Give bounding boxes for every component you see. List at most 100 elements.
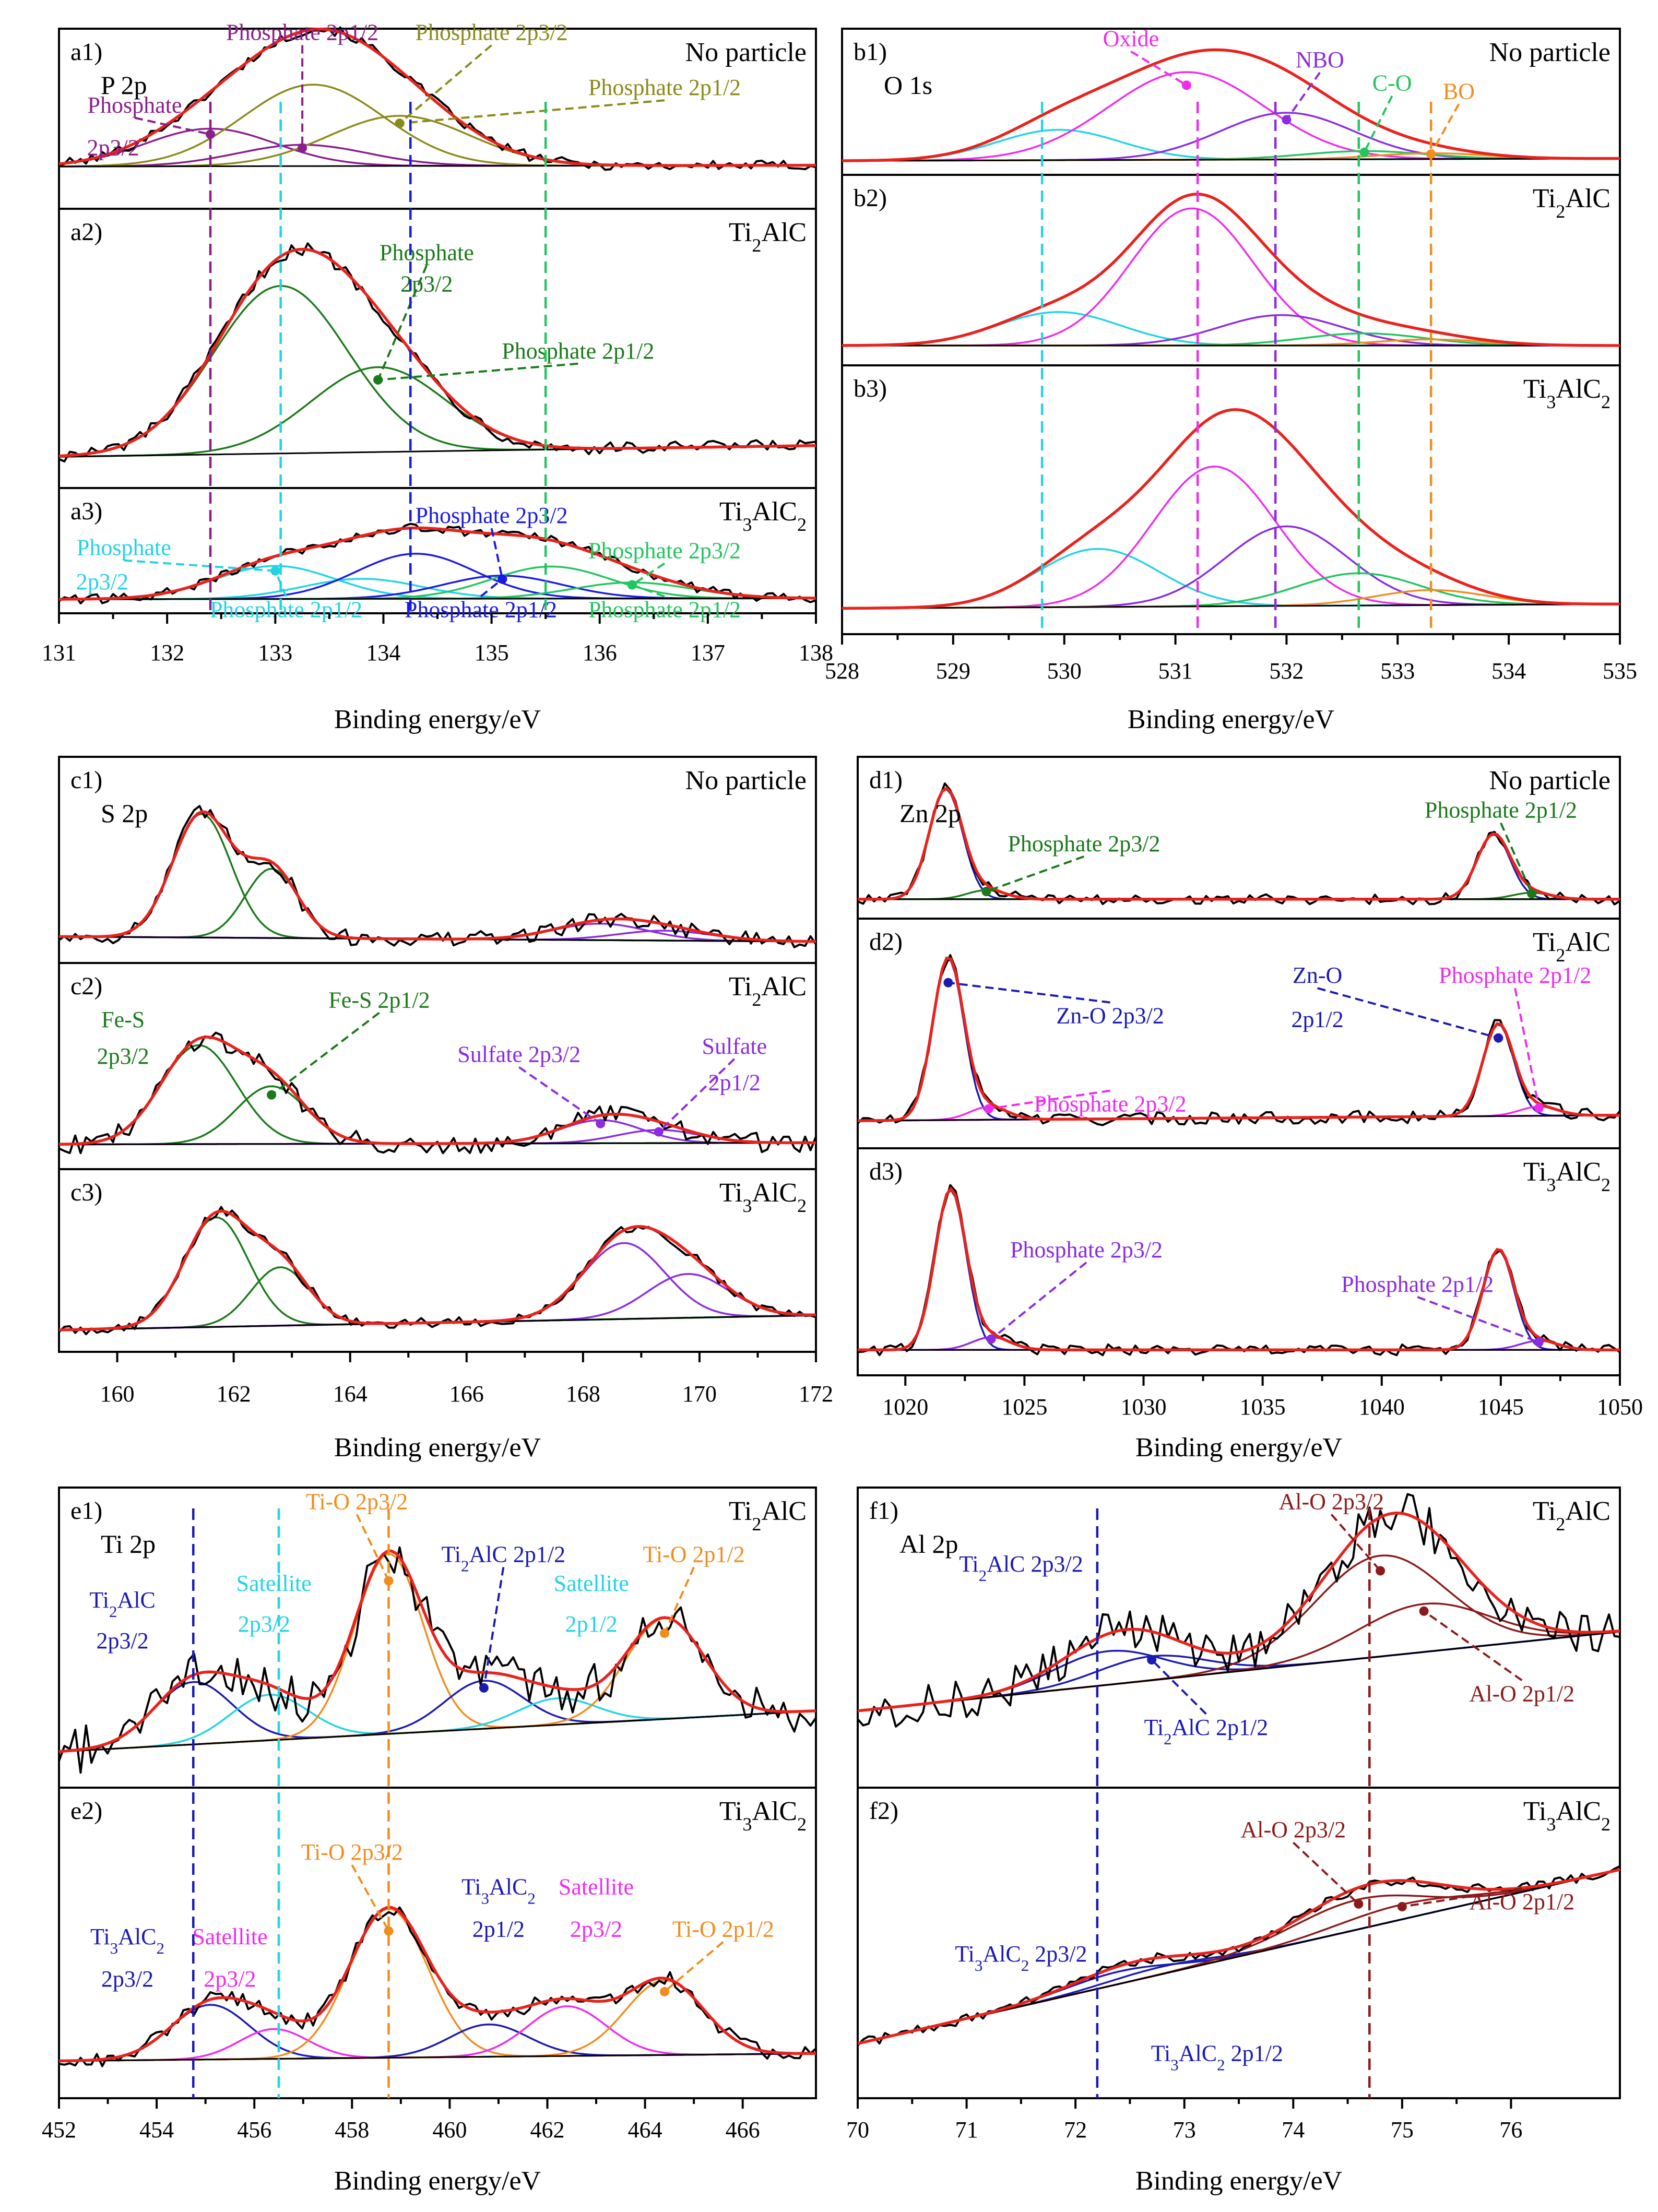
annotation-ti3alc2-2p1-2-3: Ti3AlC2 2p1/2 [1151,2041,1283,2074]
annotation-2p1-2-3: 2p1/2 [1291,1007,1343,1032]
sample-name: Ti3AlC2 [1523,1157,1610,1195]
panel-f1: f1)Al 2p Ti2AlC Al-O 2p3/2 Ti2AlC 2p3/2 Ti2A… [857,1489,1620,1748]
x-tick-label: 162 [217,1381,251,1407]
chart-b: b1) O 1s No particle Oxide NBO C-O BO b2) Ti2AlC… [825,26,1637,734]
x-tick-label: 136 [583,640,617,665]
leader-arrowhead [1494,1033,1503,1043]
annotation-ti-o-2p3-2-0: Ti-O 2p3/2 [301,1839,403,1865]
x-tick-label: 70 [846,2117,869,2143]
panel-b1: b1) O 1s No particle Oxide NBO C-O BO [842,26,1620,162]
annotation-al-o-2p3-2-0: Al-O 2p3/2 [1278,1489,1384,1514]
leader-arrowhead [1354,1899,1364,1909]
annotation-ti2alc-7: Ti2AlC [89,1587,155,1621]
component-oxide-1 [842,71,1620,162]
annotation-ti2alc-2p1-2-2: Ti2AlC 2p1/2 [1144,1715,1269,1748]
leader-line [1363,95,1393,153]
x-tick-label: 454 [139,2117,174,2143]
chart-title: Al 2p [899,1529,958,1559]
panel-a2: a2) Ti2AlC Phosphate 2p3/2 Phosphate 2p1/2 [58,208,816,463]
panel-label: b3) [854,375,887,402]
leader-arrowhead [1534,1337,1544,1347]
fitted-envelope [58,1036,816,1146]
component-satellite-2p3-2-4 [58,2005,816,2062]
x-tick-label: 1040 [1359,1394,1405,1420]
raw-spectrum [58,1206,816,1336]
panel-label: d3) [869,1158,903,1185]
sample-name: No particle [1489,766,1610,795]
sample-name: Ti3AlC2 [719,1178,807,1216]
leader-arrowhead [1534,1103,1544,1113]
annotation-al-o-2p1-2-3: Al-O 2p1/2 [1469,1681,1574,1706]
sample-name: Ti2AlC [729,218,807,256]
annotation-ti2alc-2p1-2-1: Ti2AlC 2p1/2 [441,1542,565,1575]
sample-name: No particle [1489,38,1610,67]
annotation-phosphate-2p1-2-4: Phosphate 2p1/2 [1439,962,1591,988]
leader-arrowhead [660,1628,669,1638]
x-tick-label: 164 [333,1381,368,1407]
panel-a3: a3) Ti3AlC2 Phosphate 2p3/2 Phosphate 2p3/2… [58,487,816,623]
leader-arrowhead [943,978,953,988]
x-tick-label: 1025 [1001,1394,1047,1420]
plot-frame [857,756,1621,1376]
panel-label: c1) [70,766,102,794]
leader-arrowhead [373,375,383,385]
annotation-phosphate-2p1-2-0: Phosphate 2p1/2 [226,20,378,45]
background-line [842,158,1620,162]
x-tick-label: 1045 [1478,1394,1524,1420]
leader-line [490,528,504,579]
x-tick-label: 76 [1499,2117,1522,2143]
x-axis-label: Binding energy/eV [1128,705,1334,734]
x-tick-label: 135 [475,640,509,665]
panel-b3: b3) Ti3AlC2 [842,364,1620,610]
component-phosphate-0 [842,311,1620,347]
annotation-bo-3: BO [1443,78,1475,104]
leader-arrowhead [498,574,507,584]
component-phosphate-0 [842,548,1620,610]
annotation-ti3alc2-2p3-2-2: Ti3AlC2 2p3/2 [955,1941,1087,1975]
x-tick-label: 529 [936,658,970,684]
annotation-phosphate-2p3-2-0: Phosphate 2p3/2 [1010,1237,1163,1263]
leader-arrowhead [298,143,307,153]
annotation-2p3-2-1: 2p3/2 [400,271,453,296]
leader-line [658,1058,736,1133]
x-tick-label: 137 [691,640,725,665]
annotation-2p3-2-9: 2p3/2 [204,1966,256,1992]
annotation-phosphate-2p1-2-2: Phosphate 2p1/2 [502,338,654,364]
annotation-fe-s-0: Fe-S [101,1007,145,1032]
panel-label: d1) [869,766,903,794]
annotation-2p3-2-3: 2p3/2 [76,569,128,594]
annotation-2p3-2-4: 2p3/2 [87,135,139,160]
fitted-envelope [857,1512,1620,1712]
chart-title: P 2p [101,70,147,100]
x-tick-label: 456 [237,2117,271,2143]
leader-arrowhead [1527,889,1537,899]
panel-label: d2) [869,928,903,956]
leader-arrowhead [596,1119,606,1128]
x-tick-label: 458 [335,2117,369,2143]
leader-line [664,1566,695,1634]
fitted-envelope [58,1549,816,1753]
panel-b2: b2) Ti2AlC [842,174,1620,347]
chart-c: c1) S 2p No particle c2) Ti2AlC Fe-S 2p3/2 Fe-S… [58,756,833,1462]
chart-title: Zn 2p [899,799,961,828]
annotation-2p3-2-4: 2p3/2 [570,1917,622,1942]
leader-line [664,1941,724,1993]
x-tick-label: 460 [432,2117,467,2143]
x-tick-label: 75 [1391,2117,1414,2143]
x-tick-label: 462 [530,2117,564,2143]
annotation-fe-s-2p1-2-2: Fe-S 2p1/2 [328,987,430,1013]
leader-line [1417,1296,1539,1343]
annotation-phosphate-0: Phosphate [380,240,474,265]
chart-title: Ti 2p [101,1529,156,1559]
sample-name: Ti2AlC [1533,1496,1610,1535]
leader-arrowhead [986,1334,996,1344]
annotation-zn-o-2p3-2-0: Zn-O 2p3/2 [1056,1003,1164,1029]
annotation-satellite-5: Satellite [554,1571,629,1596]
panel-d3: d3) Ti3AlC2 Phosphate 2p3/2 Phosphate 2p1/2 [857,1147,1621,1357]
chart-a: a1) P 2p No particle Phosphate 2p1/2 Phospha… [42,20,833,734]
panel-c3: c3) Ti3AlC2 [58,1168,816,1336]
x-tick-label: 71 [955,2117,978,2143]
leader-arrowhead [206,129,215,139]
x-tick-label: 452 [42,2117,76,2143]
